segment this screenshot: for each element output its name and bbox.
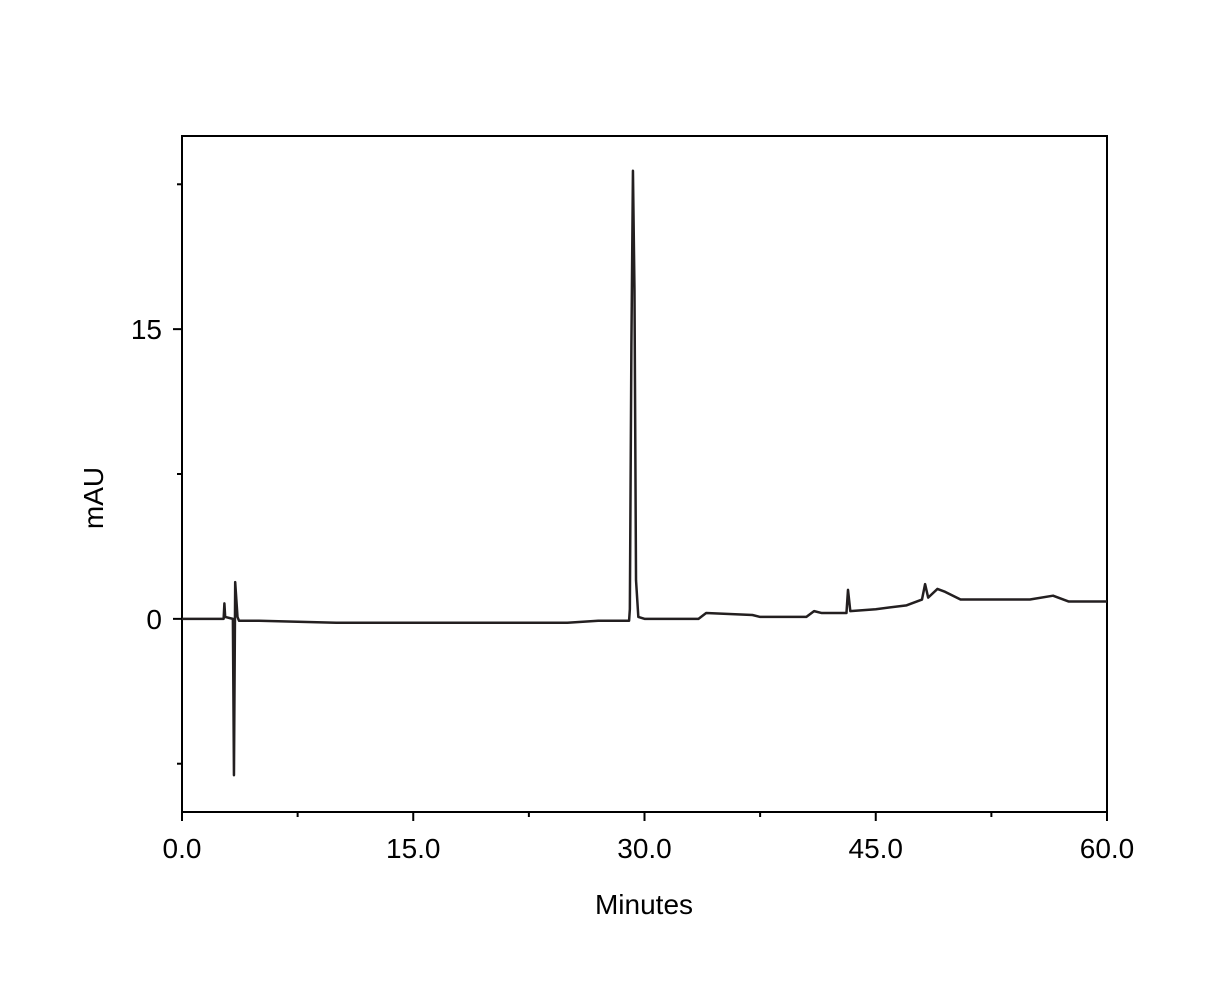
x-axis-label: Minutes — [595, 889, 693, 920]
y-tick-label: 15 — [131, 314, 162, 345]
x-tick-label: 0.0 — [163, 833, 202, 864]
y-axis-label: mAU — [78, 467, 109, 529]
x-tick-label: 15.0 — [386, 833, 441, 864]
y-tick-label: 0 — [146, 604, 162, 635]
plot-frame — [181, 135, 1108, 813]
x-tick-label: 60.0 — [1080, 833, 1135, 864]
x-tick-label: 45.0 — [849, 833, 904, 864]
x-tick-label: 30.0 — [617, 833, 672, 864]
trace-line — [182, 169, 1107, 777]
